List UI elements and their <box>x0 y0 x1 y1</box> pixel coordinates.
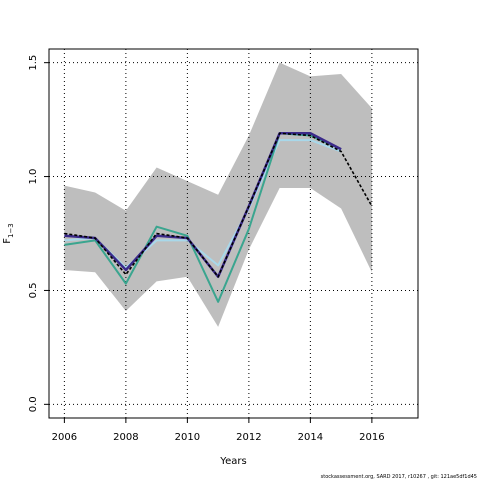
x-axis-label: Years <box>219 456 246 467</box>
x-tick-label: 2008 <box>113 432 138 443</box>
series-lines <box>64 132 373 303</box>
x-tick-label: 2016 <box>359 432 384 443</box>
x-tick-label: 2012 <box>236 432 261 443</box>
series-line-4 <box>64 132 373 278</box>
y-axis-label: F1−3 <box>2 223 15 244</box>
y-tick-label: 1.5 <box>28 55 39 71</box>
footer-note: stockassessment.org, SARD 2017, r10267 ,… <box>321 474 477 480</box>
plot-frame <box>48 48 419 419</box>
y-axis: 0.0 0.5 1.0 1.5 <box>28 55 49 412</box>
confidence-band <box>64 62 372 327</box>
y-tick-label: 1.0 <box>28 169 39 185</box>
x-tick-label: 2014 <box>298 432 323 443</box>
x-tick-label: 2006 <box>52 432 77 443</box>
x-tick-label: 2010 <box>175 432 200 443</box>
y-tick-label: 0.0 <box>28 396 39 412</box>
y-axis-label-subscript: 1−3 <box>7 223 15 238</box>
y-tick-label: 0.5 <box>28 282 39 298</box>
x-axis: 2006 2008 2010 2012 2014 2016 <box>52 418 385 443</box>
y-axis-label-main: F <box>2 238 13 244</box>
